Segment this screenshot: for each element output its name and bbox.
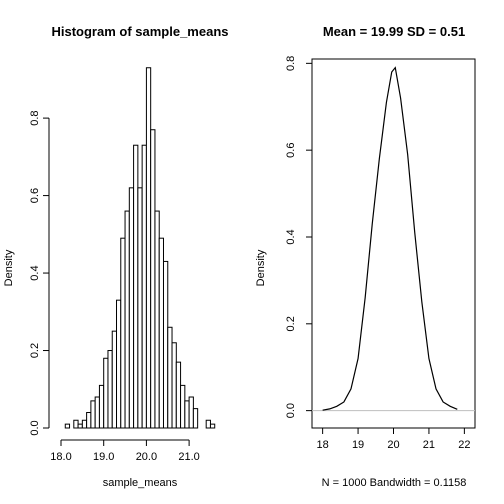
density-y-tick-label: 0.6	[285, 143, 297, 158]
histogram-bar	[107, 350, 113, 429]
histogram-x-tick-label: 21.0	[178, 451, 199, 463]
histogram-y-tick-label: 0.2	[29, 343, 41, 358]
histogram-bar	[64, 423, 71, 429]
histogram-bar	[150, 129, 156, 429]
histogram-y-axis-label: Density	[3, 249, 15, 286]
histogram-title: Histogram of sample_means	[51, 24, 228, 39]
histogram-bar	[188, 396, 194, 429]
histogram-bar	[167, 326, 173, 429]
histogram-bar	[90, 400, 96, 429]
histogram-bar	[192, 408, 199, 429]
histogram-bar	[124, 210, 130, 429]
histogram-bar	[94, 396, 100, 429]
histogram-bar	[103, 357, 109, 429]
histogram-bar	[137, 187, 143, 429]
histogram-y-tick-label: 0.0	[29, 420, 41, 435]
histogram-bar	[133, 144, 139, 429]
histogram-bar	[184, 400, 190, 429]
histogram-bar	[86, 412, 92, 429]
histogram-x-axis: 18.0 19.0 20.0 21.0	[50, 439, 200, 463]
histogram-y-tick-label: 0.4	[29, 265, 41, 280]
histogram-bar	[77, 423, 83, 429]
histogram-panel: Histogram of sample_means sample_means D…	[3, 24, 229, 489]
histogram-bar	[145, 67, 152, 429]
histogram-x-tick-label: 20.0	[136, 451, 157, 463]
histogram-bar	[120, 237, 126, 429]
density-title: Mean = 19.99 SD = 0.51	[323, 24, 465, 39]
density-y-tick-label: 0.0	[285, 403, 297, 418]
density-x-tick-label: 22	[458, 439, 470, 451]
histogram-bar	[205, 419, 211, 429]
histogram-bar	[175, 361, 182, 429]
histogram-bar	[73, 419, 79, 429]
histogram-y-tick-label: 0.6	[29, 188, 41, 203]
histogram-bar	[180, 384, 186, 429]
histogram-bar	[171, 342, 177, 429]
histogram-bar	[98, 384, 105, 429]
histogram-x-tick-label: 19.0	[93, 451, 114, 463]
density-panel: Mean = 19.99 SD = 0.51 N = 1000 Bandwidt…	[255, 24, 476, 489]
density-y-axis: 0.0 0.2 0.4 0.6 0.8	[285, 56, 312, 418]
density-x-tick-label: 18	[317, 439, 329, 451]
histogram-bar	[162, 260, 169, 429]
density-x-tick-label: 19	[352, 439, 364, 451]
density-x-tick-label: 21	[423, 439, 435, 451]
histogram-x-tick-label: 18.0	[50, 451, 71, 463]
density-x-axis: 18 19 20 21 22	[317, 428, 470, 451]
histogram-bar	[141, 144, 147, 429]
density-y-tick-label: 0.2	[285, 316, 297, 331]
histogram-y-tick-label: 0.8	[29, 110, 41, 125]
histogram-y-axis: 0.0 0.2 0.4 0.6 0.8	[29, 110, 50, 436]
density-x-tick-label: 20	[387, 439, 399, 451]
histogram-bars	[64, 67, 216, 429]
histogram-bar	[116, 299, 122, 429]
histogram-bar	[111, 330, 118, 429]
density-x-axis-label: N = 1000 Bandwidth = 0.1158	[322, 477, 467, 489]
density-curve-series	[322, 66, 458, 411]
histogram-bar	[128, 187, 135, 429]
density-y-tick-label: 0.4	[285, 229, 297, 244]
density-y-axis-label: Density	[255, 249, 267, 286]
histogram-bar	[154, 210, 160, 429]
histogram-bar	[158, 237, 164, 429]
histogram-bar	[81, 419, 88, 429]
density-y-tick-label: 0.8	[285, 56, 297, 71]
histogram-x-axis-label: sample_means	[103, 477, 178, 489]
histogram-bar	[209, 423, 216, 429]
